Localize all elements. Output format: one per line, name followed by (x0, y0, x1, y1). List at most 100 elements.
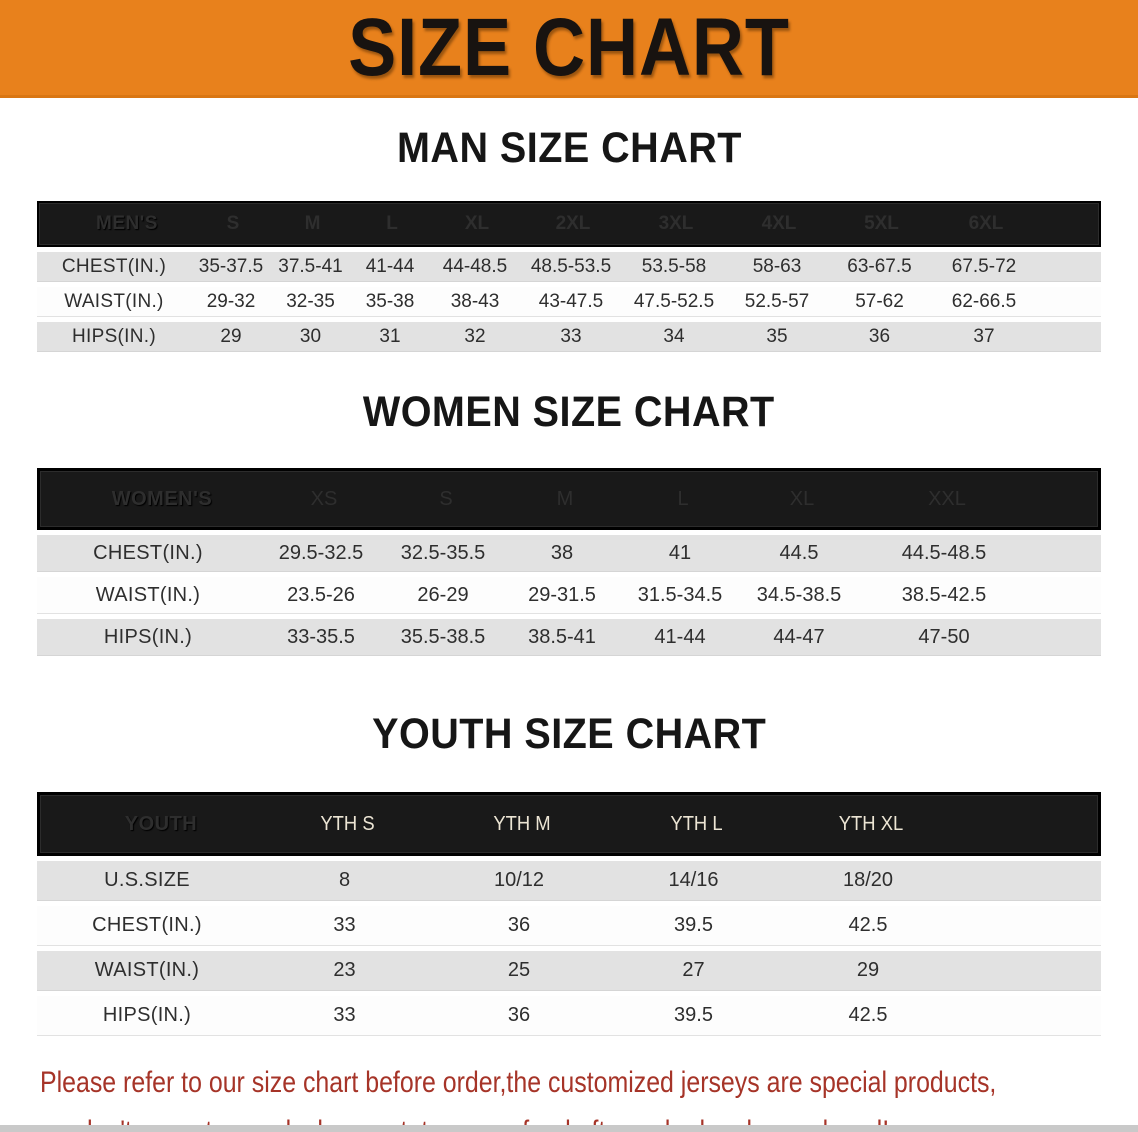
size-cell: 26-29 (417, 583, 469, 606)
size-cell: 31 (379, 325, 401, 347)
table-group-label: YOUTH (124, 812, 198, 835)
size-cell: 52.5-57 (744, 290, 810, 312)
size-cell: 29.5-32.5 (278, 541, 364, 564)
table-header-band: WOMEN'S XS S M L XL XXL (37, 468, 1101, 530)
table-row: WAIST(IN.) 23.5-26 26-29 29-31.5 31.5-34.5 34… (37, 577, 1101, 614)
size-cell: 58-63 (752, 255, 802, 277)
size-cell: 10/12 (493, 869, 545, 891)
section-title-man: MAN SIZE CHART (0, 126, 1138, 177)
size-cell: 29-31.5 (528, 583, 596, 606)
section-title-youth-text: YOUTH SIZE CHART (371, 710, 767, 758)
column-header: 4XL (761, 213, 797, 234)
size-cell: 63-67.5 (847, 255, 912, 277)
table-row: HIPS(IN.) 29 30 31 32 33 34 35 36 37 (37, 322, 1101, 352)
size-cell: 39.5 (674, 914, 713, 936)
size-cell: 34 (663, 325, 685, 347)
size-cell: 44-47 (773, 625, 825, 648)
size-cell: 23.5-26 (287, 583, 355, 606)
size-cell: 29 (220, 325, 242, 347)
size-cell: 25 (507, 959, 531, 981)
section-title-man-text: MAN SIZE CHART (396, 124, 742, 172)
row-spacer (1037, 252, 1101, 281)
size-cell: 34.5-38.5 (756, 583, 842, 606)
size-cell: 41-44 (365, 255, 415, 277)
column-header: L (677, 487, 689, 510)
row-label: HIPS(IN.) (72, 325, 156, 347)
size-cell: 41-44 (654, 625, 706, 648)
size-cell: 44-48.5 (442, 255, 508, 277)
size-cell: 35-38 (365, 290, 415, 312)
column-header: L (386, 213, 398, 234)
size-cell: 43-47.5 (538, 290, 604, 312)
row-spacer (955, 951, 1101, 990)
table-row: WAIST(IN.) 23 25 27 29 (37, 951, 1101, 991)
column-header: YTH XL (838, 812, 904, 835)
men-size-table: MEN'S S M L XL 2XL 3XL 4XL 5XL 6XL CHEST(IN.) 35-37… (37, 201, 1101, 352)
row-spacer (1037, 287, 1101, 316)
size-cell: 44.5 (779, 541, 819, 564)
table-group-label: WOMEN'S (111, 487, 213, 510)
size-cell: 35-37.5 (198, 255, 264, 277)
size-cell: 32 (464, 325, 486, 347)
size-cell: 35.5-38.5 (400, 625, 486, 648)
column-header: XXL (928, 487, 966, 510)
size-cell: 39.5 (674, 1004, 713, 1026)
size-cell: 47-50 (918, 625, 970, 648)
row-label: WAIST(IN.) (64, 290, 164, 312)
size-cell: 29 (856, 959, 880, 981)
disclaimer-line-1: Please refer to our size chart before or… (40, 1066, 997, 1099)
size-cell: 62-66.5 (951, 290, 1017, 312)
size-cell: 42.5 (848, 1004, 888, 1026)
column-header: YTH L (670, 812, 723, 835)
size-cell: 31.5-34.5 (637, 583, 723, 606)
size-cell: 37.5-41 (278, 255, 343, 277)
column-header: 3XL (658, 213, 694, 234)
size-cell: 38-43 (450, 290, 500, 312)
size-cell: 36 (507, 914, 531, 936)
size-cell: 27 (682, 959, 705, 981)
size-chart-banner: SIZE CHART (0, 0, 1138, 98)
row-spacer (1037, 322, 1101, 351)
row-label: CHEST(IN.) (92, 914, 202, 936)
size-cell: 30 (299, 325, 322, 347)
column-header: YTH S (320, 812, 375, 835)
size-cell: 35 (766, 325, 788, 347)
disclaimer: Please refer to our size chart before or… (40, 1058, 1138, 1132)
size-cell: 33 (333, 1004, 356, 1026)
table-row: HIPS(IN.) 33-35.5 35.5-38.5 38.5-41 41-44 44-… (37, 619, 1101, 656)
size-cell: 14/16 (668, 869, 719, 891)
section-title-women: WOMEN SIZE CHART (0, 390, 1138, 441)
column-header: XL (464, 213, 490, 234)
column-header: M (304, 213, 321, 234)
size-cell: 41 (668, 541, 692, 564)
size-cell: 33 (333, 914, 356, 936)
women-size-table: WOMEN'S XS S M L XL XXL CHEST(IN.) 29.5-32.5 32.5… (37, 468, 1101, 656)
table-row: HIPS(IN.) 33 36 39.5 42.5 (37, 996, 1101, 1036)
size-cell: 48.5-53.5 (530, 255, 612, 277)
row-label: WAIST(IN.) (94, 959, 200, 981)
column-header: 6XL (968, 213, 1004, 234)
table-row: U.S.SIZE 8 10/12 14/16 18/20 (37, 861, 1101, 901)
table-row: WAIST(IN.) 29-32 32-35 35-38 38-43 43-47.5 47.… (37, 287, 1101, 317)
size-cell: 36 (507, 1004, 531, 1026)
column-header: M (556, 487, 574, 510)
row-label: WAIST(IN.) (95, 583, 201, 606)
size-cell: 47.5-52.5 (633, 290, 715, 312)
header-spacer (1032, 471, 1098, 527)
row-spacer (1029, 535, 1101, 571)
row-label: HIPS(IN.) (102, 1004, 192, 1026)
column-header: 2XL (555, 213, 591, 234)
table-row: CHEST(IN.) 33 36 39.5 42.5 (37, 906, 1101, 946)
table-header-band: MEN'S S M L XL 2XL 3XL 4XL 5XL 6XL (37, 201, 1101, 247)
row-label: U.S.SIZE (104, 869, 190, 891)
size-cell: 53.5-58 (641, 255, 707, 277)
size-cell: 18/20 (842, 869, 894, 891)
table-group-label: MEN'S (96, 213, 158, 234)
size-cell: 44.5-48.5 (901, 541, 987, 564)
column-header: XS (310, 487, 338, 510)
size-cell: 36 (868, 325, 891, 347)
size-cell: 33-35.5 (287, 625, 355, 648)
row-label: HIPS(IN.) (103, 625, 193, 648)
row-label: CHEST(IN.) (93, 541, 203, 564)
